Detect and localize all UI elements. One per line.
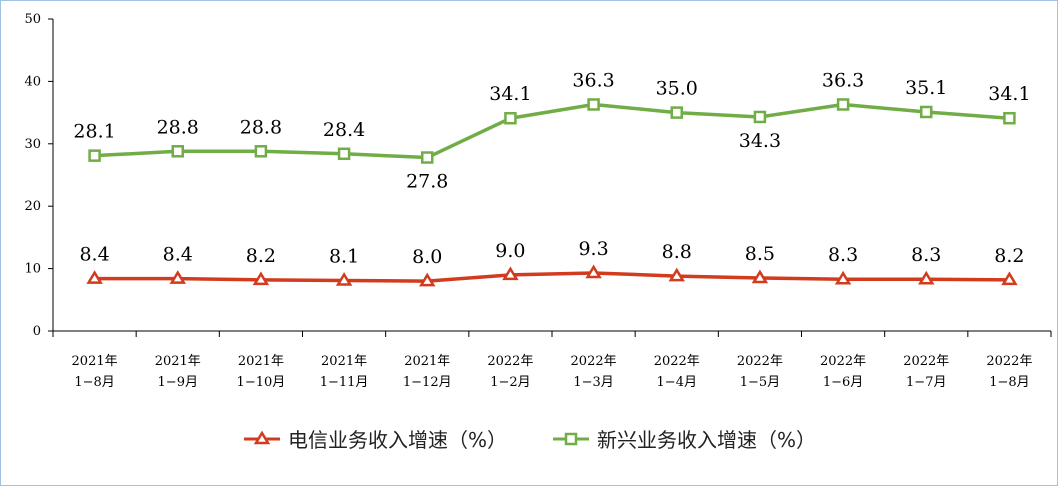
data-point-square bbox=[337, 147, 351, 161]
x-tick-label: 1−6月 bbox=[823, 375, 863, 390]
data-point-triangle bbox=[335, 272, 353, 286]
data-label: 35.1 bbox=[905, 77, 947, 99]
y-tick-label: 0 bbox=[33, 324, 41, 339]
x-tick-label: 1−12月 bbox=[403, 375, 452, 390]
data-label: 8.4 bbox=[163, 244, 193, 266]
x-tick-label: 1−8月 bbox=[74, 375, 114, 390]
data-point-triangle bbox=[668, 267, 685, 282]
data-label: 35.0 bbox=[656, 78, 698, 100]
data-label: 8.5 bbox=[745, 243, 775, 265]
series-layer bbox=[86, 98, 1018, 287]
legend-label-telecom: 电信业务收入增速（%） bbox=[287, 427, 507, 452]
x-tick-label: 1−11月 bbox=[320, 375, 369, 390]
data-label: 8.1 bbox=[329, 245, 359, 267]
y-tick-label: 50 bbox=[24, 12, 41, 27]
x-tick-label: 1−2月 bbox=[490, 375, 530, 390]
data-point-triangle bbox=[169, 270, 186, 284]
data-point-triangle bbox=[419, 272, 436, 287]
x-tick-label: 2022年 bbox=[737, 354, 783, 369]
data-label: 28.8 bbox=[157, 116, 199, 138]
data-point-square bbox=[753, 110, 767, 124]
x-tick-label: 1−7月 bbox=[906, 375, 946, 390]
triangle-marker-icon bbox=[243, 430, 280, 445]
data-label: 8.2 bbox=[246, 245, 276, 267]
data-label: 28.4 bbox=[323, 119, 365, 141]
data-point-square bbox=[836, 98, 850, 111]
data-label: 36.3 bbox=[572, 69, 614, 91]
data-label: 34.1 bbox=[988, 83, 1030, 105]
data-label: 8.3 bbox=[828, 244, 858, 266]
data-label: 9.3 bbox=[578, 238, 608, 260]
x-tick-label: 2021年 bbox=[72, 354, 118, 369]
data-point-triangle bbox=[834, 270, 852, 285]
x-tick-label: 2022年 bbox=[903, 354, 949, 369]
data-labels: 8.4 8.4 8.2 8.1 8.0 9.0 9.3 8.8 8.5 8.3 8.3 8.2 28.1… bbox=[73, 69, 1030, 268]
data-label: 8.3 bbox=[911, 244, 941, 266]
data-point-square bbox=[254, 145, 268, 158]
data-label: 8.2 bbox=[994, 245, 1024, 267]
y-tick-label: 30 bbox=[24, 137, 41, 152]
data-label: 28.1 bbox=[73, 121, 115, 143]
x-tick-label: 1−9月 bbox=[158, 375, 198, 390]
data-label: 34.3 bbox=[739, 130, 781, 152]
x-tick-label: 1−3月 bbox=[573, 375, 613, 390]
legend: 电信业务收入增速（%） 新兴业务收入增速（%） bbox=[1, 421, 1058, 455]
legend-item-emerging: 新兴业务收入增速（%） bbox=[553, 424, 816, 453]
x-tick-label: 2022年 bbox=[571, 354, 617, 369]
x-tick-label: 1−4月 bbox=[657, 375, 697, 390]
data-label: 9.0 bbox=[495, 240, 525, 262]
data-point-triangle bbox=[86, 270, 103, 284]
axes: 0 10 20 30 40 50 2021年 1−8月 2021年 1−9月 2021年 1−10月 2… bbox=[24, 12, 1052, 390]
x-tick-label: 2022年 bbox=[820, 354, 866, 369]
square-marker-icon bbox=[553, 432, 589, 446]
data-label: 34.1 bbox=[489, 83, 531, 105]
x-tick-label: 2022年 bbox=[986, 354, 1032, 369]
data-point-triangle bbox=[585, 264, 602, 279]
data-point-square bbox=[171, 145, 184, 158]
x-tick-label: 2022年 bbox=[487, 354, 533, 369]
x-tick-label: 2021年 bbox=[321, 354, 367, 369]
series-line-0 bbox=[94, 271, 1010, 283]
x-tick-label: 1−5月 bbox=[740, 375, 780, 390]
data-point-square bbox=[1003, 111, 1016, 125]
legend-label-emerging: 新兴业务收入增速（%） bbox=[597, 427, 817, 452]
data-label: 8.4 bbox=[79, 244, 109, 266]
data-point-triangle bbox=[1001, 271, 1018, 286]
data-point-square bbox=[504, 111, 517, 125]
x-tick-label: 1−10月 bbox=[237, 375, 286, 390]
legend-item-telecom: 电信业务收入增速（%） bbox=[243, 424, 507, 453]
x-tick-label: 2021年 bbox=[155, 354, 201, 369]
y-tick-label: 20 bbox=[24, 199, 41, 214]
data-point-triangle bbox=[252, 271, 270, 286]
data-label: 27.8 bbox=[406, 171, 448, 193]
data-label: 28.8 bbox=[240, 116, 282, 138]
data-point-triangle bbox=[918, 270, 935, 285]
y-tick-label: 10 bbox=[24, 262, 41, 277]
y-tick-label: 40 bbox=[24, 74, 41, 89]
x-tick-label: 1−8月 bbox=[989, 375, 1029, 390]
data-label: 8.8 bbox=[662, 241, 692, 263]
data-label: 8.0 bbox=[412, 246, 442, 268]
line-chart: 0 10 20 30 40 50 2021年 1−8月 2021年 1−9月 2021年 1−10月 2… bbox=[24, 12, 1052, 390]
data-point-triangle bbox=[502, 266, 519, 281]
data-point-square bbox=[670, 106, 683, 119]
data-label: 36.3 bbox=[822, 69, 864, 91]
data-point-square bbox=[88, 149, 101, 162]
data-point-square bbox=[587, 98, 600, 111]
data-point-square bbox=[421, 151, 434, 164]
data-point-square bbox=[920, 105, 933, 119]
series-line-1 bbox=[94, 102, 1010, 160]
x-tick-label: 2021年 bbox=[238, 354, 284, 369]
x-tick-label: 2021年 bbox=[404, 354, 450, 369]
data-point-triangle bbox=[751, 269, 769, 284]
x-tick-label: 2022年 bbox=[654, 354, 700, 369]
